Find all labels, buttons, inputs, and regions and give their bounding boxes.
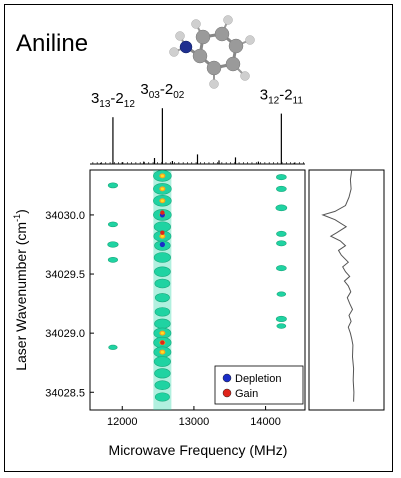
side-spectrum-panel (308, 169, 385, 411)
transition-label: 312-211 (260, 87, 304, 107)
legend: Depletion Gain (214, 365, 304, 405)
heatmap-spot (107, 182, 119, 189)
heatmap-spot (276, 291, 287, 297)
heatmap-spot (154, 392, 170, 402)
molecule-atom-carbon (195, 29, 211, 45)
heatmap-layer (107, 170, 288, 410)
molecule-atom-nitrogen (179, 40, 193, 54)
heatmap-spot-core (160, 234, 164, 238)
y-tick-label: 34029.0 (45, 328, 85, 340)
depletion-point (159, 241, 165, 248)
heatmap-spot (153, 221, 171, 233)
molecule-atom-carbon (225, 56, 241, 72)
heatmap-spot (153, 252, 171, 263)
molecule-atom-carbon (192, 48, 208, 64)
heatmap-spot-core (160, 350, 164, 354)
heatmap-spot (107, 257, 119, 263)
heatmap-spot (276, 240, 287, 247)
x-tick-label: 13000 (179, 416, 210, 428)
legend-label: Depletion (235, 373, 281, 385)
heatmap-spot (276, 265, 287, 272)
heatmap-spot (154, 380, 171, 390)
heatmap-spot (275, 315, 287, 323)
heatmap-spot-core (160, 199, 164, 203)
legend-marker (222, 373, 232, 383)
heatmap-spot (276, 323, 287, 329)
gain-point (160, 210, 165, 215)
side-spectrum-trace (321, 169, 355, 402)
transition-label: 313-212 (91, 90, 135, 110)
molecule-atom-hydrogen (169, 47, 179, 57)
heatmap-spot (154, 307, 171, 317)
y-axis-label: Laser Wavenumber (cm-1) (12, 209, 29, 371)
heatmap-spot-core (160, 331, 164, 335)
x-tick-label: 12000 (107, 416, 138, 428)
heatmap-spot (153, 356, 171, 367)
legend-marker (222, 388, 232, 398)
x-tick-label: 14000 (250, 416, 281, 428)
heatmap-spot (276, 185, 287, 192)
heatmap-spot (276, 174, 287, 181)
figure-frame (4, 4, 393, 472)
y-tick-label: 34028.5 (45, 387, 85, 399)
heatmap-spot (154, 293, 170, 303)
legend-box (214, 365, 304, 405)
molecule-atom-carbon (206, 60, 222, 76)
heatmap-spot (154, 278, 171, 289)
molecule-atom-hydrogen (175, 31, 185, 41)
heatmap-spot (153, 266, 171, 277)
legend-label: Gain (235, 388, 258, 400)
y-tick-label: 34029.5 (45, 269, 85, 281)
gain-point (160, 340, 165, 345)
gain-point (160, 230, 165, 235)
heatmap-spot (154, 318, 171, 329)
y-tick-label: 34030.0 (45, 210, 85, 222)
molecule-atom-hydrogen (191, 19, 201, 29)
molecule-image (169, 15, 255, 89)
molecule-name: Aniline (16, 30, 89, 57)
heatmap-spot-core (160, 174, 164, 178)
heatmap-spot (107, 221, 118, 228)
molecule-atom-carbon (228, 38, 244, 54)
molecule-atom-hydrogen (223, 15, 233, 25)
molecule-atom-hydrogen (209, 79, 219, 89)
heatmap-spot-core (160, 187, 164, 191)
heatmap-spot (154, 368, 171, 379)
heatmap-spot (107, 241, 119, 248)
heatmap-spot (108, 344, 118, 350)
heatmap-spot (276, 230, 287, 237)
x-axis-label: Microwave Frequency (MHz) (109, 442, 288, 458)
molecule-atom-carbon (214, 26, 230, 42)
heatmap-spot (275, 204, 288, 212)
transition-label: 303-202 (140, 81, 184, 101)
molecule-atom-hydrogen (245, 35, 255, 45)
molecule-atom-hydrogen (240, 71, 250, 81)
